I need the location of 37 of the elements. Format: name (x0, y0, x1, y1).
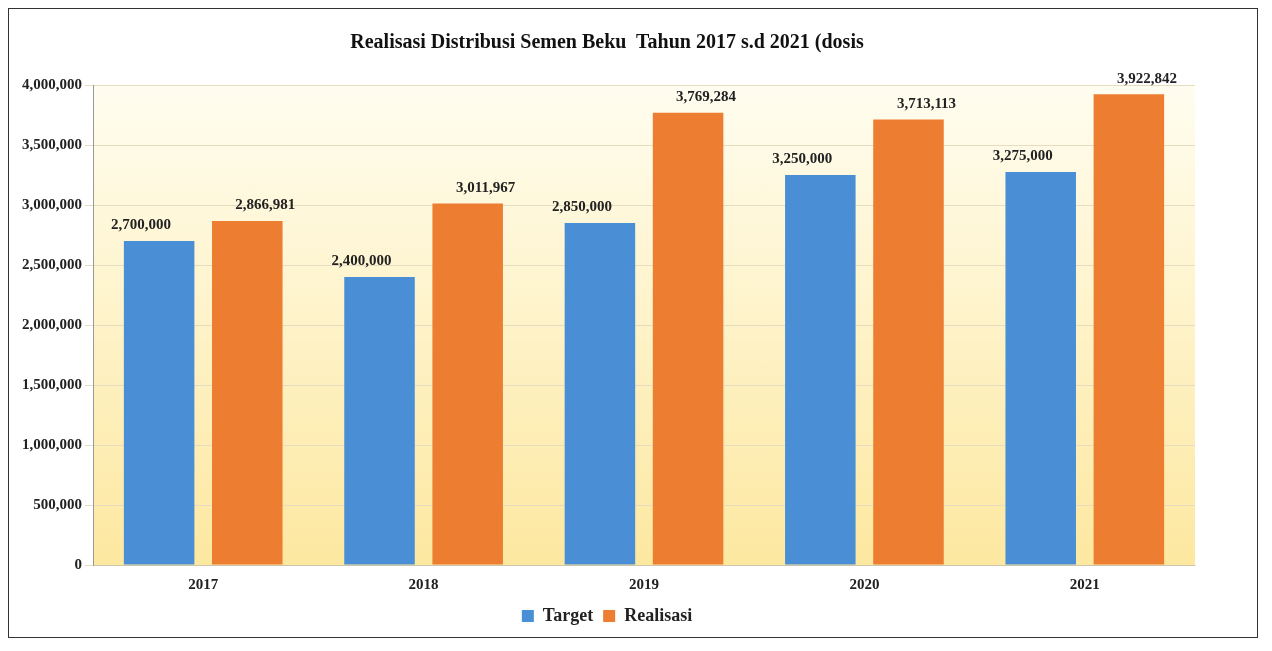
y-tick-label: 500,000 (33, 495, 82, 512)
data-label: 2,700,000 (111, 216, 172, 233)
bar (652, 112, 724, 565)
legend-label: Realisasi (624, 604, 693, 625)
y-tick-label: 2,500,000 (22, 255, 82, 272)
data-label: 2,866,981 (235, 196, 296, 213)
data-label: 3,713,113 (896, 94, 957, 111)
bar (873, 119, 944, 565)
bar (212, 220, 283, 565)
y-tick-label: 1,500,000 (22, 375, 82, 392)
y-tick-label: 3,500,000 (22, 135, 82, 152)
bar (1093, 94, 1165, 565)
bar (123, 241, 195, 565)
data-label: 3,011,967 (456, 178, 516, 195)
data-label: 3,769,284 (676, 88, 737, 105)
y-tick-label: 2,000,000 (22, 315, 82, 332)
bar (1005, 172, 1076, 565)
y-tick-label: 4,000,000 (22, 75, 82, 92)
bar (432, 203, 503, 565)
data-label: 3,250,000 (772, 150, 833, 167)
data-label: 2,400,000 (331, 252, 392, 269)
x-tick-label: 2019 (629, 575, 659, 592)
data-label: 3,922,842 (1116, 69, 1177, 86)
legend-label: Target (542, 604, 594, 625)
bar (344, 277, 415, 565)
chart-title: Realisasi Distribusi Semen Beku Tahun 2017 s.d 2021 (dosis (350, 30, 864, 54)
data-label: 2,850,000 (551, 198, 612, 215)
x-tick-label: 2020 (849, 575, 880, 592)
x-tick-label: 2021 (1069, 575, 1100, 592)
data-label: 3,275,000 (992, 147, 1053, 164)
y-tick-label: 0 (74, 555, 82, 572)
y-tick-label: 3,000,000 (22, 195, 82, 212)
bar (785, 175, 856, 565)
bar (564, 223, 636, 565)
x-tick-label: 2018 (408, 575, 439, 592)
x-tick-label: 2017 (188, 575, 219, 592)
y-tick-label: 1,000,000 (22, 435, 82, 452)
